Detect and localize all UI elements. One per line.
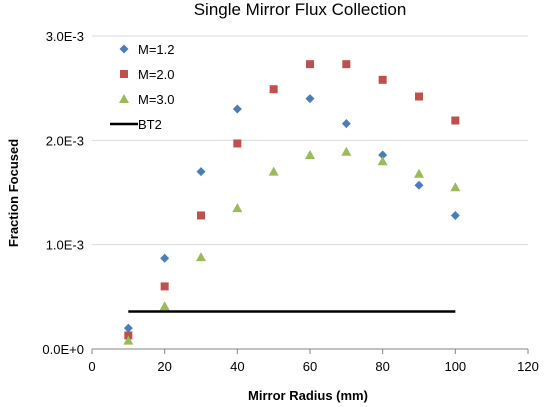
data-point-m-1-2 [378,150,388,160]
y-tick-label: 0.0E+0 [42,342,84,357]
legend-swatch-m-1-2 [119,44,129,54]
x-tick-label: 40 [230,359,244,374]
data-point-m-1-2 [450,210,460,220]
x-tick-label: 80 [375,359,389,374]
legend-label-m-2-0: M=2.0 [138,67,175,82]
data-point-m-1-2 [232,104,242,114]
legend-label-m-3-0: M=3.0 [138,92,175,107]
gridlines [92,35,528,246]
data-point-m-2-0 [269,85,278,94]
y-tick-label: 3.0E-3 [46,29,84,44]
data-point-m-1-2 [341,119,351,129]
data-marks [123,60,461,345]
axes [91,348,529,354]
data-point-m-1-2 [196,167,206,177]
data-point-m-1-2 [123,323,133,333]
data-point-m-3-0 [159,301,170,311]
data-point-m-1-2 [160,253,170,263]
data-point-m-3-0 [123,335,134,345]
x-tick-labels: 0 20 40 60 80 100 120 [88,359,538,374]
x-tick-label: 20 [157,359,171,374]
x-axis-label: Mirror Radius (mm) [248,388,368,403]
y-tick-label: 1.0E-3 [46,238,84,253]
data-point-m-2-0 [378,75,387,84]
data-point-m-3-0 [305,149,315,159]
legend-swatch-m-2-0 [120,70,128,78]
data-point-m-2-0 [197,211,205,220]
data-point-m-2-0 [415,92,423,101]
data-point-m-2-0 [233,139,242,148]
data-point-m-3-0 [414,168,424,178]
legend-label-m-1-2: M=1.2 [138,42,175,57]
data-point-m-2-0 [342,60,351,69]
legend-label-bt2: BT2 [138,117,162,132]
data-point-m-3-0 [268,166,279,176]
data-point-m-3-0 [341,146,352,156]
data-point-m-2-0 [451,116,460,125]
data-point-m-2-0 [160,282,169,291]
x-tick-label: 0 [88,359,95,374]
data-point-m-1-2 [305,94,315,104]
data-point-m-3-0 [450,182,461,192]
data-point-m-1-2 [414,180,424,190]
data-point-m-3-0 [232,203,243,213]
chart-title: Single Mirror Flux Collection [194,0,407,19]
x-tick-label: 100 [444,359,466,374]
y-axis-label: Fraction Focused [6,139,21,247]
x-tick-label: 60 [303,359,317,374]
legend-swatch-m-3-0 [119,94,129,103]
data-point-m-2-0 [306,60,314,69]
data-point-m-3-0 [377,156,388,166]
data-point-m-2-0 [124,331,133,340]
data-point-m-3-0 [196,252,206,262]
x-tick-label: 120 [517,359,539,374]
y-tick-label: 2.0E-3 [46,133,84,148]
y-tick-labels: 0.0E+0 1.0E-3 2.0E-3 3.0E-3 [42,29,84,357]
legend: M=1.2 M=2.0 M=3.0 BT2 [110,42,175,132]
